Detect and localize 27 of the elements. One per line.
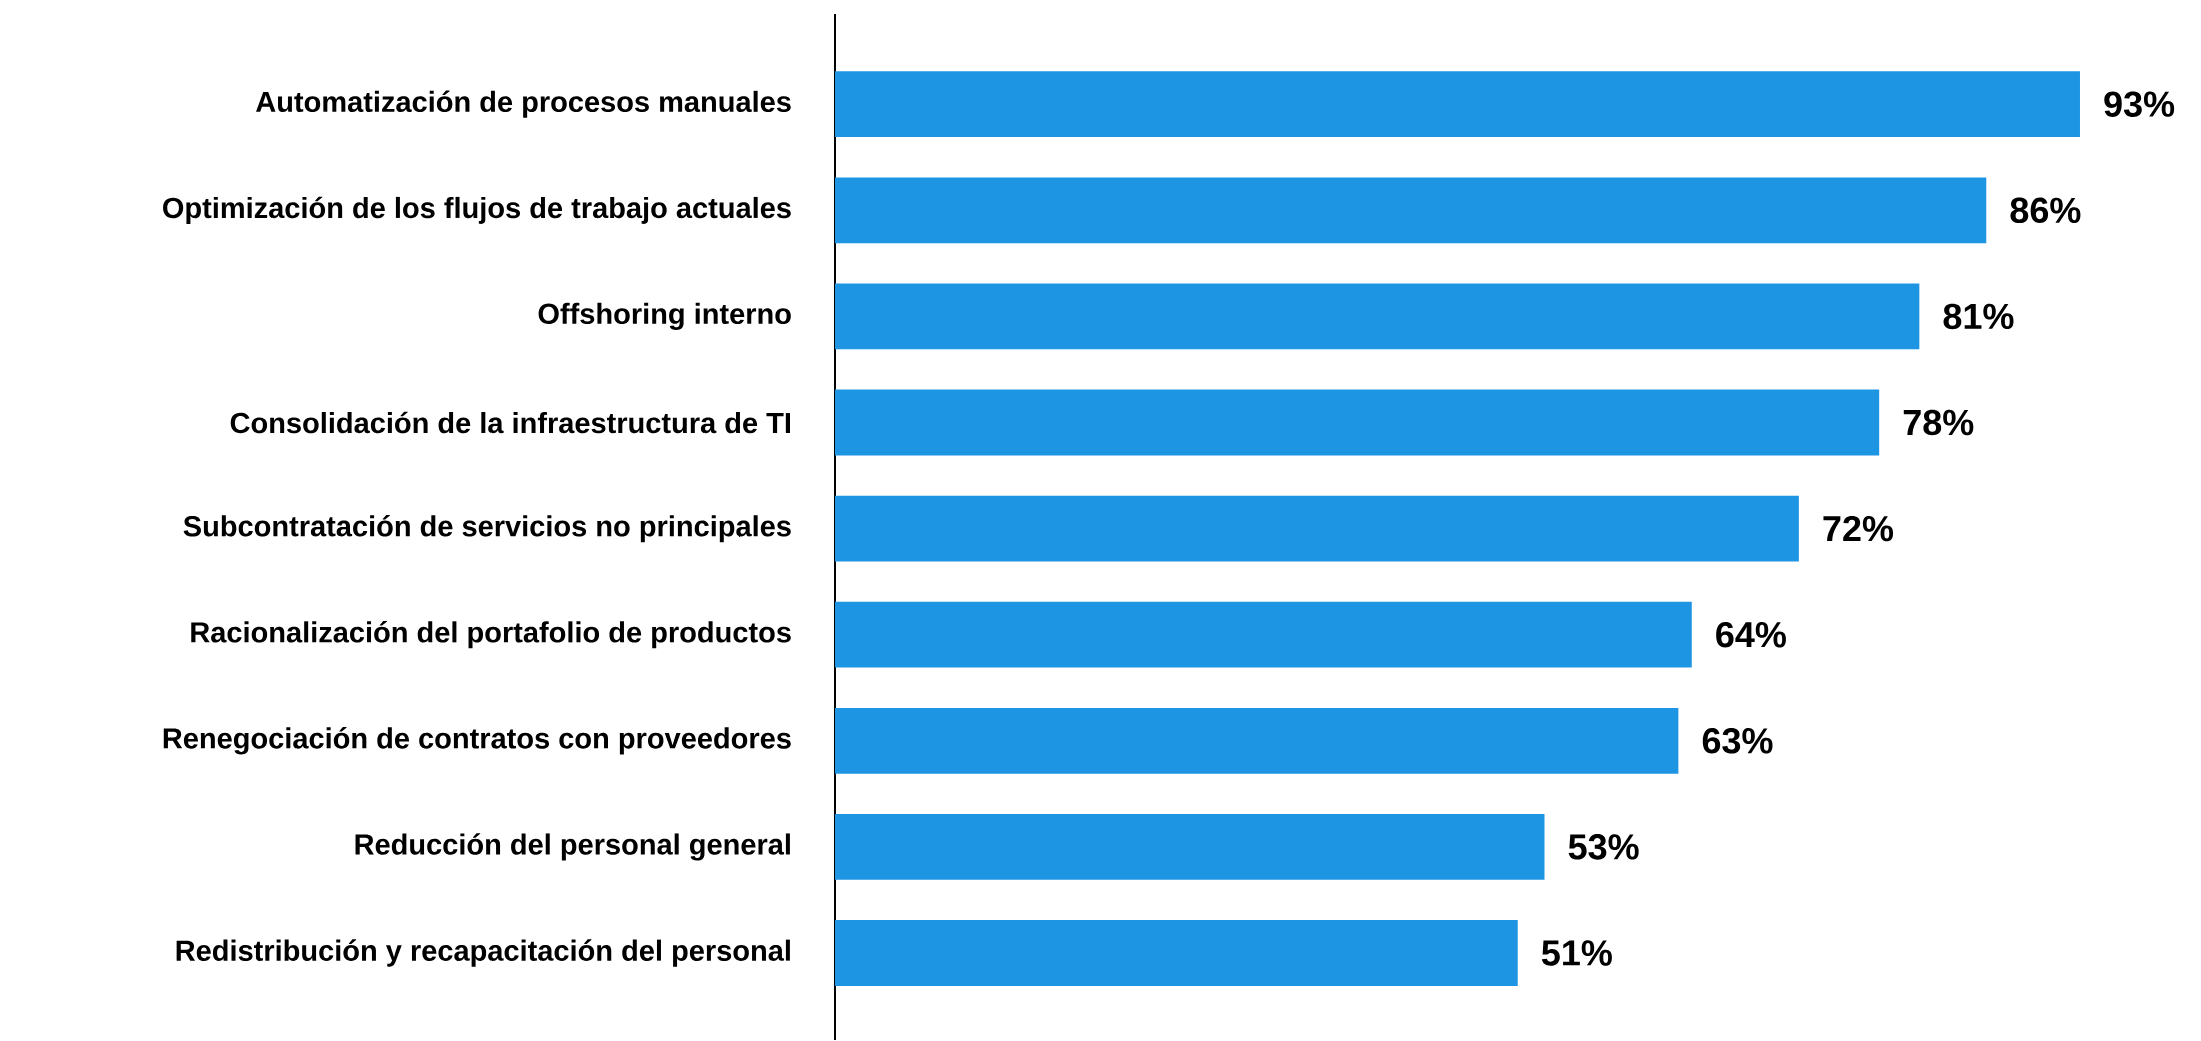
bar: [835, 920, 1518, 986]
data-label: 63%: [1702, 728, 1773, 754]
data-label: 53%: [1568, 834, 1639, 860]
bar: [835, 495, 1799, 562]
y-tick-label: Automatización de procesos manuales: [256, 90, 791, 118]
bar: [835, 814, 1545, 880]
y-tick-label: Redistribución y recapacitación del personal: [176, 939, 790, 967]
bar: [835, 177, 1987, 244]
data-label: 86%: [2010, 197, 2081, 224]
data-label: 81%: [1943, 303, 2014, 330]
y-tick-label: Reducción del personal general: [355, 833, 790, 861]
data-label: 78%: [1903, 409, 1974, 436]
y-tick-label: Renegociación de contratos con proveedores: [163, 727, 791, 755]
data-label: 72%: [1823, 515, 1894, 542]
y-tick-label: Offshoring interno: [538, 302, 791, 330]
bar: [835, 601, 1692, 668]
data-label: 51%: [1541, 940, 1612, 966]
y-tick-label: Optimización de los flujos de trabajo actuales: [163, 196, 791, 224]
bar: [835, 283, 1920, 350]
y-tick-label: Consolidación de la infraestructura de TI: [230, 411, 790, 434]
data-label: 64%: [1716, 621, 1786, 648]
bar: [835, 71, 2080, 138]
data-label: 93%: [2104, 91, 2175, 117]
y-tick-label: Subcontratación de servicios no principales: [183, 514, 791, 543]
bar: [835, 707, 1679, 774]
y-tick-label: Racionalización del portafolio de productos: [191, 621, 791, 649]
bar: [835, 389, 1880, 456]
